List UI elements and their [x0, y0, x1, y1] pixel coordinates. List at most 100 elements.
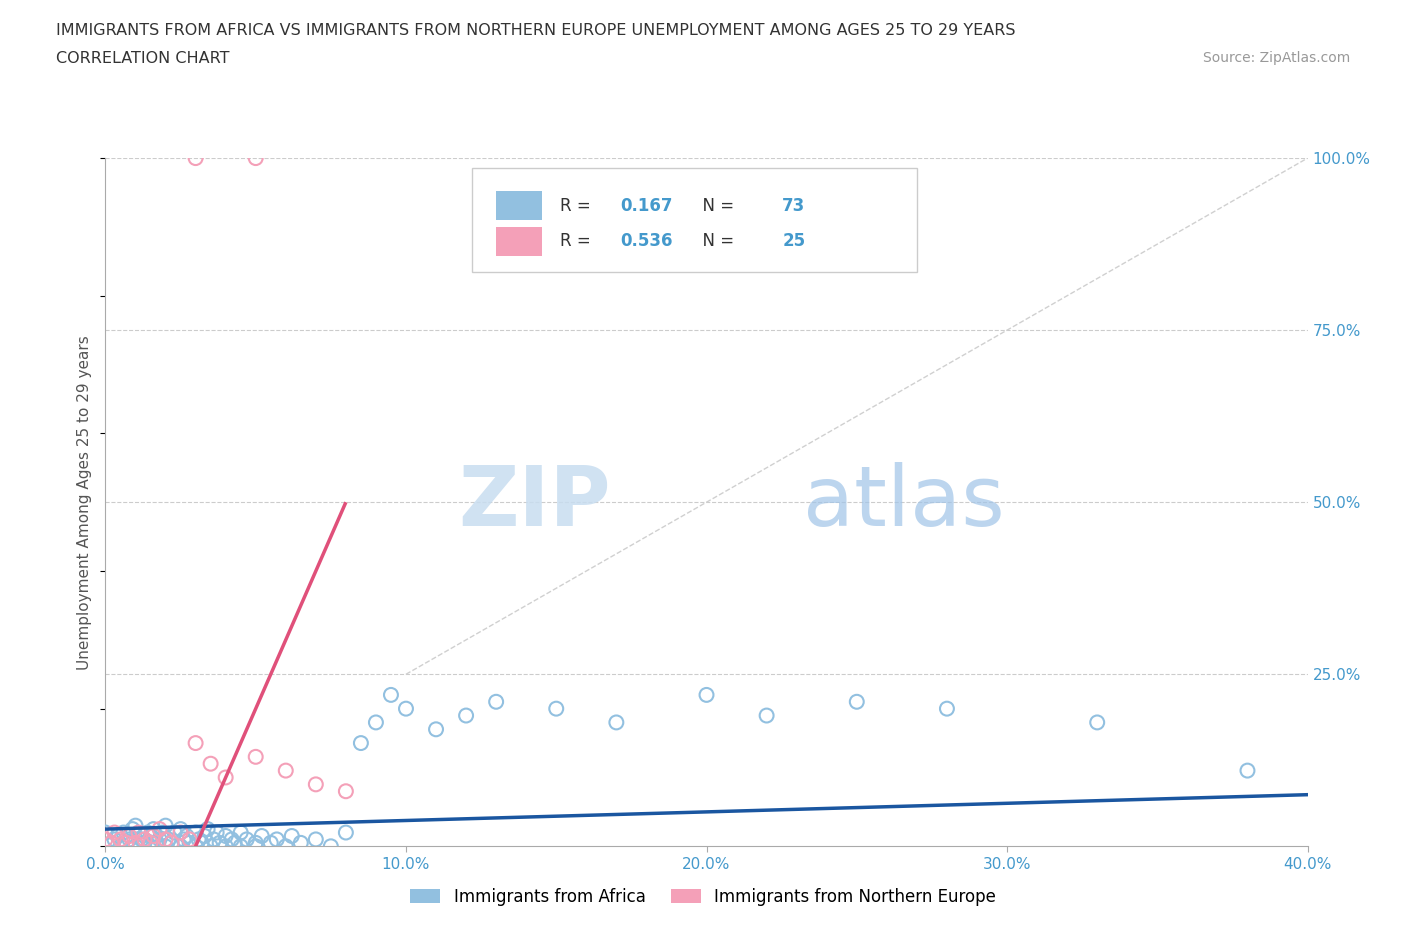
Point — [184, 839, 207, 854]
Point — [200, 839, 222, 854]
Point — [335, 825, 357, 840]
Text: 25: 25 — [782, 232, 806, 250]
Point — [148, 822, 170, 837]
Point — [335, 784, 357, 799]
FancyBboxPatch shape — [496, 227, 541, 256]
Text: Source: ZipAtlas.com: Source: ZipAtlas.com — [1202, 51, 1350, 65]
Point — [364, 715, 387, 730]
Point — [169, 825, 191, 840]
Point — [139, 835, 162, 850]
Point — [155, 839, 177, 854]
Point — [110, 839, 132, 854]
Point — [546, 701, 568, 716]
Point — [245, 839, 267, 854]
Point — [605, 715, 627, 730]
Point — [214, 839, 236, 854]
Point — [176, 829, 198, 844]
Point — [1085, 715, 1108, 730]
Point — [112, 825, 135, 840]
Point — [107, 829, 129, 844]
Point — [139, 829, 162, 844]
Point — [221, 832, 243, 847]
Text: 0.167: 0.167 — [620, 196, 672, 215]
Point — [290, 835, 312, 850]
Point — [118, 829, 141, 844]
FancyBboxPatch shape — [472, 168, 917, 272]
Point — [179, 832, 201, 847]
Point — [454, 708, 477, 723]
Point — [485, 695, 508, 710]
Point — [103, 825, 125, 840]
Point — [425, 722, 447, 737]
Text: R =: R = — [560, 196, 596, 215]
Point — [94, 832, 117, 847]
Point — [190, 835, 212, 850]
Point — [173, 832, 195, 847]
Point — [936, 701, 959, 716]
Point — [1236, 764, 1258, 778]
Point — [131, 832, 153, 847]
Point — [160, 835, 183, 850]
Point — [380, 687, 402, 702]
Point — [208, 835, 231, 850]
Point — [845, 695, 868, 710]
Point — [179, 835, 201, 850]
Point — [197, 822, 219, 837]
Text: CORRELATION CHART: CORRELATION CHART — [56, 51, 229, 66]
Point — [124, 835, 146, 850]
Point — [696, 687, 718, 702]
Point — [163, 825, 186, 840]
Point — [169, 822, 191, 837]
Point — [118, 832, 141, 847]
Point — [214, 829, 236, 844]
Text: ZIP: ZIP — [458, 461, 610, 543]
Point — [124, 818, 146, 833]
Point — [157, 832, 180, 847]
Point — [142, 829, 165, 844]
Text: IMMIGRANTS FROM AFRICA VS IMMIGRANTS FROM NORTHERN EUROPE UNEMPLOYMENT AMONG AGE: IMMIGRANTS FROM AFRICA VS IMMIGRANTS FRO… — [56, 23, 1015, 38]
Point — [184, 736, 207, 751]
Point — [103, 832, 125, 847]
Point — [229, 825, 252, 840]
Point — [121, 822, 143, 837]
Legend: Immigrants from Africa, Immigrants from Northern Europe: Immigrants from Africa, Immigrants from … — [404, 881, 1002, 912]
Point — [350, 736, 373, 751]
Y-axis label: Unemployment Among Ages 25 to 29 years: Unemployment Among Ages 25 to 29 years — [77, 335, 93, 670]
Point — [134, 835, 156, 850]
Text: 0.536: 0.536 — [620, 232, 672, 250]
Point — [136, 825, 159, 840]
Point — [200, 756, 222, 771]
Text: 73: 73 — [782, 196, 806, 215]
Point — [214, 770, 236, 785]
Point — [169, 839, 191, 854]
Point — [281, 829, 304, 844]
Point — [274, 839, 297, 854]
Point — [395, 701, 418, 716]
Point — [100, 835, 122, 850]
Point — [155, 818, 177, 833]
Point — [134, 832, 156, 847]
Point — [224, 835, 246, 850]
Point — [152, 825, 174, 840]
Point — [160, 835, 183, 850]
Point — [274, 764, 297, 778]
Point — [155, 832, 177, 847]
Text: atlas: atlas — [803, 461, 1004, 543]
Point — [305, 832, 328, 847]
Point — [266, 832, 288, 847]
Point — [110, 832, 132, 847]
Point — [250, 829, 273, 844]
Point — [319, 839, 342, 854]
Point — [245, 835, 267, 850]
Point — [184, 151, 207, 166]
Point — [235, 832, 257, 847]
FancyBboxPatch shape — [496, 192, 541, 220]
Point — [245, 750, 267, 764]
Point — [100, 835, 122, 850]
Point — [305, 777, 328, 791]
Point — [755, 708, 778, 723]
Point — [205, 825, 228, 840]
Point — [94, 825, 117, 840]
Text: R =: R = — [560, 232, 596, 250]
Point — [148, 832, 170, 847]
